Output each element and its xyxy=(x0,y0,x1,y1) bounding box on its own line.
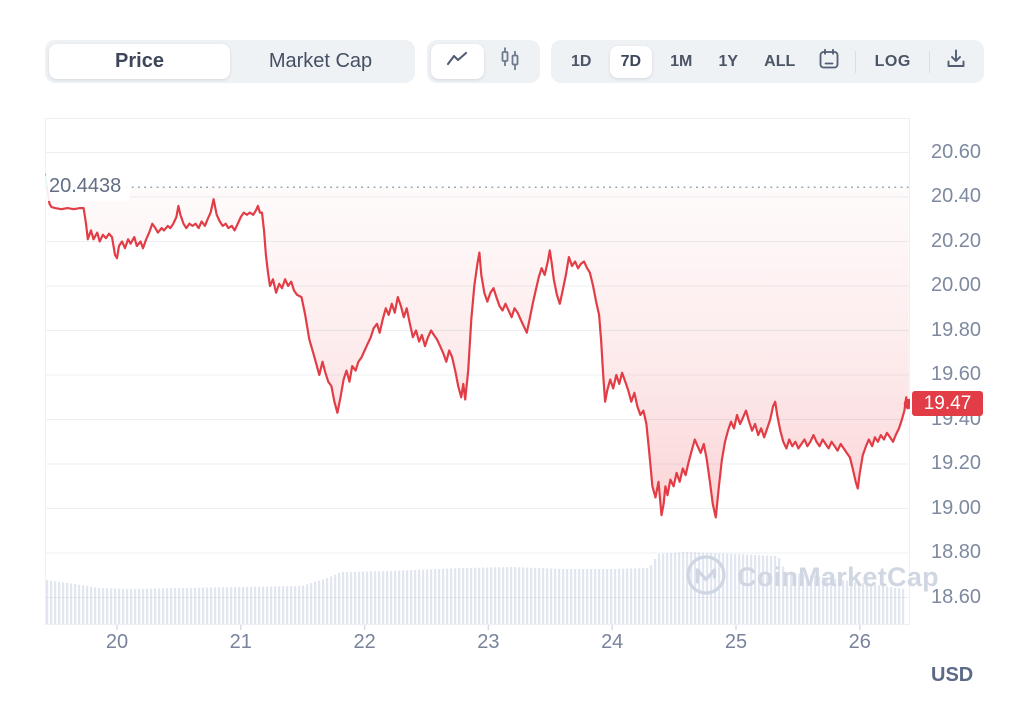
price-chart-canvas[interactable] xyxy=(45,118,910,631)
y-axis-label: 19.20 xyxy=(931,452,982,474)
y-axis-label: 19.60 xyxy=(931,363,982,385)
range-1d[interactable]: 1D xyxy=(571,52,592,70)
current-price-badge: 19.47 xyxy=(912,391,983,416)
calendar-button[interactable] xyxy=(813,43,845,80)
y-axis-label: 20.20 xyxy=(931,229,982,252)
tab-market-cap[interactable]: Market Cap xyxy=(268,50,373,72)
x-axis-label: 21 xyxy=(229,631,252,653)
range-7d[interactable]: 7D xyxy=(609,45,653,78)
x-axis-label: 22 xyxy=(353,631,376,653)
toolbar-divider xyxy=(855,50,857,73)
candlestick-chart-icon xyxy=(498,46,522,77)
chart-type-toggle xyxy=(427,40,540,83)
area-fill xyxy=(45,187,909,518)
grid-lines xyxy=(46,152,909,598)
range-1y[interactable]: 1Y xyxy=(718,52,739,70)
last-point-dot xyxy=(903,398,910,409)
x-axis-label: 20 xyxy=(105,631,129,653)
y-axis-label: 20.00 xyxy=(931,274,982,296)
price-chart[interactable] xyxy=(45,118,910,631)
x-axis-label: 23 xyxy=(477,631,500,653)
line-chart-button[interactable] xyxy=(431,44,484,79)
tab-price[interactable]: Price xyxy=(49,44,230,79)
y-axis-label: 19.80 xyxy=(931,318,982,341)
log-scale-button[interactable]: LOG xyxy=(874,52,911,70)
range-1m[interactable]: 1M xyxy=(670,52,693,70)
volume-bars xyxy=(46,552,905,624)
axis-ticks xyxy=(116,625,861,630)
x-axis-label: 26 xyxy=(848,631,871,653)
range-all[interactable]: ALL xyxy=(764,52,796,70)
axis-unit-label: USD xyxy=(931,664,974,686)
candlestick-chart-button[interactable] xyxy=(484,44,537,79)
metric-toggle: Price Market Cap xyxy=(45,40,415,83)
y-axis-label: 18.80 xyxy=(931,541,982,563)
y-axis-label: 20.40 xyxy=(931,185,982,207)
range-toolbar: 1D 7D 1M 1Y ALL LOG xyxy=(551,40,984,83)
calendar-icon xyxy=(817,47,841,76)
y-axis-label: 19.00 xyxy=(931,496,982,519)
x-axis-label: 25 xyxy=(724,631,748,653)
x-axis-label: 24 xyxy=(601,631,624,653)
plot-border xyxy=(45,118,910,625)
y-axis-label: 20.60 xyxy=(931,140,982,163)
toolbar-divider xyxy=(928,50,930,73)
reference-price-label: 20.4438 xyxy=(45,173,131,201)
download-button[interactable] xyxy=(940,43,972,80)
y-axis-label: 18.60 xyxy=(931,585,982,608)
line-chart-icon xyxy=(446,51,468,72)
download-icon xyxy=(944,47,968,76)
